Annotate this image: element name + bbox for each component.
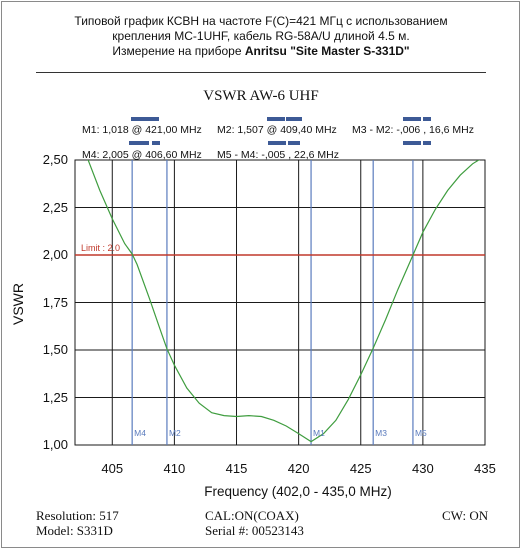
header-instrument-name: Anritsu "Site Master S-331D": [244, 44, 410, 58]
marker-readout-m1: M1: 1,018 @ 421,00 MHz: [82, 124, 202, 136]
marker-label-m1: M1: [313, 428, 325, 438]
marker-indicator-bar-5: [129, 141, 149, 145]
marker-readout-m5-m4: M5 - M4: -,005 , 22,6 MHz: [217, 149, 339, 161]
x-tick-label-0: 405: [101, 461, 124, 476]
header-line-2: крепления MC-1UHF, кабель RG-58A/U длино…: [112, 29, 410, 43]
x-tick-label-5: 430: [412, 461, 434, 476]
marker-indicator-bar-3: [403, 117, 421, 121]
header-separator: [36, 72, 486, 73]
limit-label: Limit : 2.0: [81, 243, 120, 253]
footer-resolution: Resolution: 517: [36, 508, 119, 523]
y-tick-label-4: 2,00: [42, 247, 68, 262]
x-tick-label-2: 415: [225, 461, 248, 476]
marker-indicator-bar-2: [286, 117, 302, 121]
marker-indicator-bar-10: [423, 141, 431, 145]
chart-title: VSWR AW-6 UHF: [203, 88, 319, 104]
header-line-1: Типовой график КСВН на частоте F(C)=421 …: [74, 14, 448, 28]
marker-indicator-bar-6: [152, 141, 160, 145]
marker-readout-m4: M4: 2,005 @ 406,60 MHz: [82, 149, 202, 161]
y-tick-label-2: 1,50: [42, 342, 68, 357]
marker-label-m5: M5: [415, 428, 427, 438]
footer-serial: Serial #: 00523143: [205, 523, 304, 538]
y-tick-label-3: 1,75: [42, 294, 68, 310]
footer-model: Model: S331D: [36, 523, 113, 538]
header-line-3: Измерение на приборе Anritsu "Site Maste…: [0, 44, 522, 58]
marker-indicator-bar-9: [403, 141, 421, 145]
x-tick-label-6: 435: [474, 461, 496, 476]
y-tick-label-6: 2,50: [42, 152, 68, 167]
marker-indicator-bar-0: [131, 117, 159, 121]
marker-indicator-bar-7: [268, 141, 286, 145]
marker-label-m4: M4: [134, 428, 146, 438]
footer-cal: CAL:ON(COAX): [205, 508, 299, 523]
marker-indicator-bar-1: [267, 117, 285, 121]
marker-label-m3: M3: [375, 428, 387, 438]
marker-readout-m2: M2: 1,507 @ 409,40 MHz: [217, 124, 337, 136]
footer-cw: CW: ON: [442, 508, 489, 523]
marker-indicator-bar-4: [423, 117, 431, 121]
marker-label-m2: M2: [169, 428, 181, 438]
vswr-trace: [87, 160, 480, 443]
marker-indicator-bar-8: [288, 141, 300, 145]
x-tick-label-1: 410: [163, 461, 186, 476]
header-line-3-prefix: Измерение на приборе: [112, 44, 245, 58]
y-tick-label-1: 1,25: [42, 389, 68, 405]
plot-border: [74, 159, 486, 446]
x-tick-label-4: 425: [349, 461, 372, 476]
x-tick-label-3: 420: [287, 461, 310, 476]
marker-readout-m3-m2: M3 - M2: -,006 , 16,6 MHz: [352, 124, 474, 136]
y-tick-label-5: 2,25: [42, 199, 68, 215]
y-tick-label-0: 1,00: [42, 437, 68, 452]
x-axis-title: Frequency (402,0 - 435,0 MHz): [204, 484, 392, 499]
